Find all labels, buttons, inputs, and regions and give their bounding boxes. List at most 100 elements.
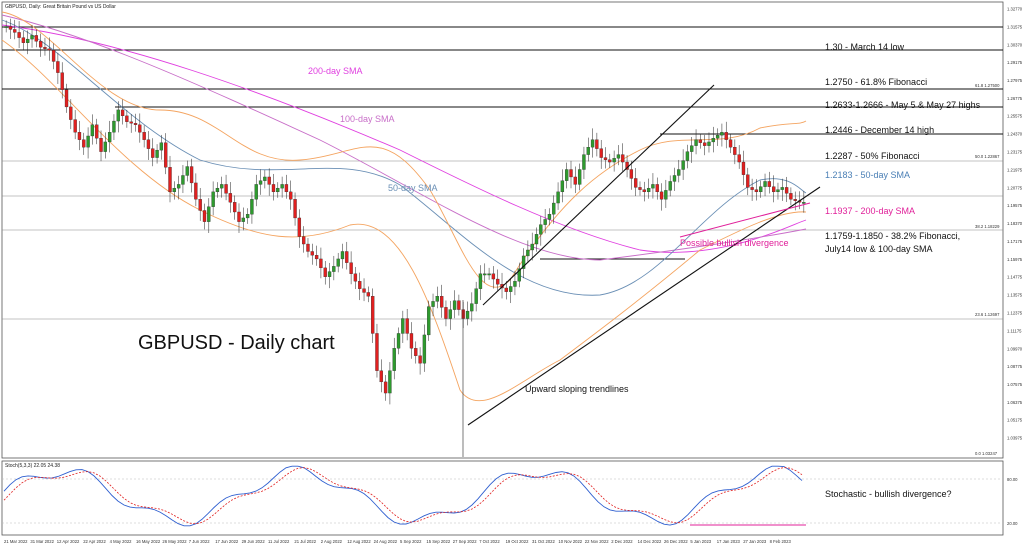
candle-up: [690, 145, 694, 152]
moving-average-curves: [1, 11, 807, 402]
y-tick-label: 1.15975: [1007, 257, 1023, 262]
candle-down: [573, 176, 577, 185]
candle-down: [142, 132, 146, 140]
candle-up: [776, 189, 780, 193]
candle-up: [452, 300, 457, 310]
y-tick-label: 1.05175: [1007, 418, 1023, 423]
label-may-highs: 1.2633-1.2666 - May 5 & May 27 highs: [825, 100, 981, 110]
candle-down: [754, 189, 759, 193]
candle-up: [720, 132, 724, 136]
candle-up: [427, 306, 431, 336]
x-axis: 21 Mar 2022 31 Mar 2022 12 Apr 2022 22 Apr …: [4, 539, 791, 544]
candle-up: [539, 224, 543, 235]
candle-down: [198, 199, 202, 211]
candle-up: [664, 190, 668, 200]
candle-down: [133, 123, 138, 125]
candle-down: [379, 370, 383, 383]
sma-50-line: [1, 19, 807, 296]
fib-label-500: 50.0 1.22867: [975, 154, 1000, 159]
y-tick-label: 1.09970: [1007, 346, 1023, 351]
candle-down: [409, 333, 414, 349]
x-tick-label: 27 Sep 2022: [453, 539, 477, 544]
y-tick-label: 1.12375: [1007, 310, 1023, 315]
chart-header: GBPUSD, Daily: Great Britain Pound vs US…: [5, 4, 116, 10]
candle-up: [112, 120, 116, 133]
candle-down: [64, 89, 69, 108]
candle-down: [233, 202, 237, 213]
candle-up: [802, 202, 806, 204]
candle-down: [659, 191, 664, 200]
x-tick-label: 10 Nov 2022: [558, 539, 582, 544]
x-tick-label: 21 Mar 2022: [4, 539, 28, 544]
candle-up: [560, 180, 565, 193]
candle-down: [237, 211, 241, 222]
candle-down: [642, 189, 646, 193]
candle-down: [302, 236, 306, 245]
stochastic-lines: [2, 465, 1003, 527]
x-tick-label: 2 Aug 2022: [321, 539, 343, 544]
candle-down: [737, 154, 741, 163]
x-tick-label: 2 Dec 2022: [611, 539, 633, 544]
y-tick-label: 1.27975: [1007, 78, 1023, 83]
candle-up: [172, 187, 176, 193]
trendline-upper: [482, 84, 715, 306]
candle-up: [582, 154, 586, 170]
stoch-panel-frame: [1, 460, 1004, 536]
candle-up: [215, 187, 220, 193]
candle-up: [526, 249, 530, 257]
candle-down: [129, 121, 133, 124]
candle-up: [552, 202, 556, 215]
x-tick-label: 11 Jul 2022: [268, 539, 290, 544]
candle-down: [349, 262, 353, 274]
y-tick-label: 1.21975: [1007, 167, 1023, 172]
candle-down: [638, 187, 642, 190]
candle-up: [263, 176, 267, 181]
candle-down: [741, 161, 746, 175]
candle-down: [608, 159, 612, 163]
label-382-fib-line2: July14 low & 100-day SMA: [825, 244, 933, 254]
candle-down: [496, 278, 500, 285]
y-tick-label: 1.18370: [1007, 221, 1023, 226]
candle-up: [4, 26, 8, 28]
candle-down: [99, 138, 103, 152]
candle-up: [396, 333, 401, 349]
candle-down: [69, 106, 73, 120]
candle-up: [155, 149, 159, 158]
candle-up: [517, 268, 521, 282]
candle-down: [595, 139, 599, 149]
candle-down: [38, 41, 43, 48]
candle-up: [711, 138, 715, 143]
candle-down: [405, 318, 409, 334]
y-tick-label: 1.07575: [1007, 382, 1023, 387]
candle-down: [82, 139, 86, 148]
candle-up: [90, 124, 95, 137]
x-tick-label: 31 Mar 2022: [30, 539, 54, 544]
candlesticks: [4, 18, 806, 457]
candle-up: [483, 273, 487, 276]
sma-100-line: [1, 14, 807, 261]
candle-up: [181, 175, 185, 185]
candle-up: [245, 214, 250, 219]
candle-up: [207, 206, 211, 222]
fib-label-382: 38.2 1.18229: [975, 224, 1000, 229]
candle-down: [491, 273, 496, 280]
candle-down: [634, 178, 638, 188]
candle-up: [565, 169, 569, 181]
candle-up: [685, 151, 690, 161]
candle-down: [371, 296, 375, 334]
candle-down: [77, 132, 82, 140]
candle-up: [612, 158, 616, 163]
candle-down: [439, 296, 444, 308]
x-tick-label: 19 Oct 2022: [506, 539, 529, 544]
stoch-tick-label: 80.00: [1007, 477, 1018, 482]
candle-down: [504, 287, 508, 292]
y-tick-label: 1.32770: [1007, 7, 1023, 12]
x-tick-label: 27 Jan 2023: [743, 539, 767, 544]
candle-down: [228, 193, 233, 203]
fib-label-618: 61.8 1.27500: [975, 83, 1000, 88]
fib-label-0: 0.0 1.03247: [975, 451, 998, 456]
horizontal-levels: [2, 26, 1003, 320]
candle-up: [513, 281, 517, 287]
candle-down: [17, 32, 21, 38]
candle-down: [414, 348, 418, 356]
